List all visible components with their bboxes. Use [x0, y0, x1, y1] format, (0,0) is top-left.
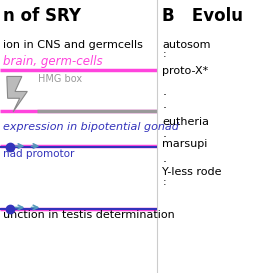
Polygon shape [7, 76, 27, 112]
Text: unction in testis determination: unction in testis determination [3, 210, 174, 220]
Text: .: . [162, 127, 167, 140]
Text: autosom: autosom [162, 40, 211, 50]
Text: HMG box: HMG box [38, 74, 82, 84]
Text: Y-less rode: Y-less rode [162, 167, 222, 177]
Text: proto-X*: proto-X* [162, 66, 209, 76]
Text: .: . [162, 152, 167, 165]
Text: ion in CNS and germcells: ion in CNS and germcells [3, 40, 143, 50]
Text: eutheria: eutheria [162, 117, 209, 127]
Text: n of SRY: n of SRY [3, 7, 81, 25]
Text: marsupi: marsupi [162, 139, 208, 149]
Text: :: : [162, 177, 166, 188]
Text: brain, germ-cells: brain, germ-cells [3, 55, 102, 68]
Text: .: . [162, 98, 167, 111]
Text: B   Evolu: B Evolu [162, 7, 244, 25]
Text: .: . [162, 85, 167, 98]
Text: :: : [162, 49, 166, 59]
Text: expression in bipotential gonad: expression in bipotential gonad [3, 122, 179, 132]
Text: nad promotor: nad promotor [3, 149, 74, 159]
